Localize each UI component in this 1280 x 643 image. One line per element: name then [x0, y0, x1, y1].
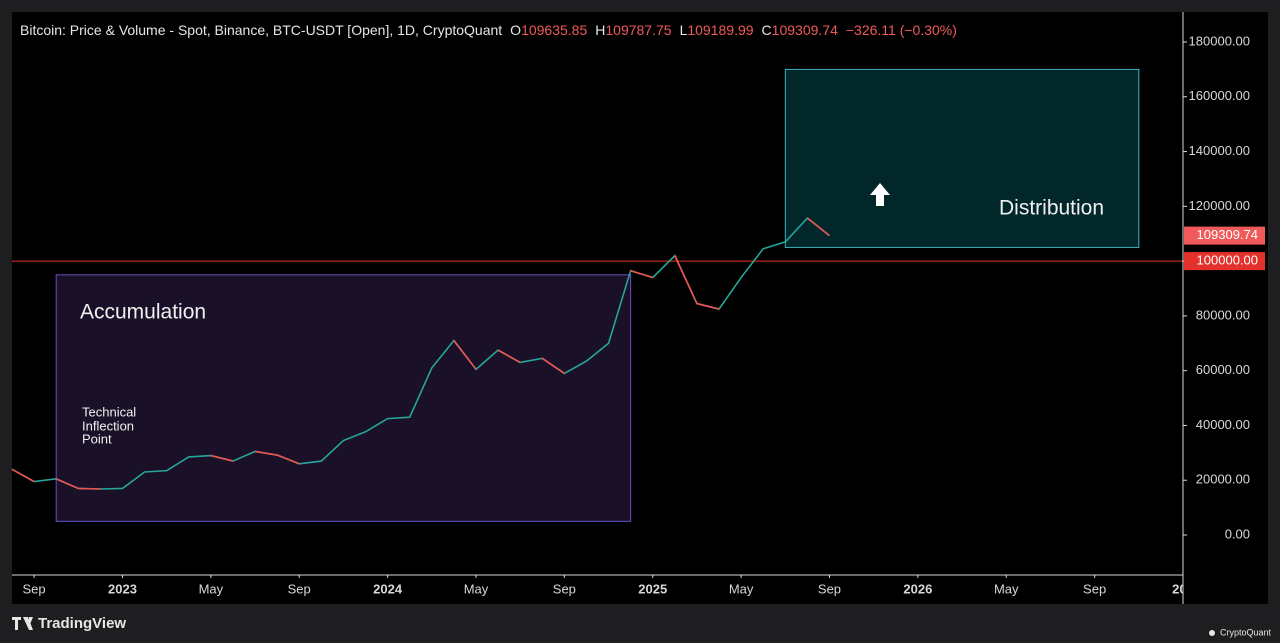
- brand: TradingView: [38, 615, 126, 632]
- x-tick-label: Sep: [288, 581, 311, 596]
- high-value: 109787.75: [605, 22, 671, 38]
- y-tick-label: 140000.00: [1189, 143, 1250, 158]
- reference-label: 100000.00: [1197, 253, 1258, 268]
- down-segment: [806, 217, 830, 237]
- x-tick-label: 2025: [638, 581, 667, 596]
- tradingview-logo: [12, 617, 33, 630]
- y-tick-label: 120000.00: [1189, 198, 1250, 213]
- x-tick-label: Sep: [23, 581, 46, 596]
- cryptoquant-logo: [1209, 630, 1215, 636]
- open-value: 109635.85: [521, 22, 587, 38]
- x-tick-label: May: [464, 581, 489, 596]
- down-segment: [276, 454, 300, 465]
- x-tick-label: Sep: [818, 581, 841, 596]
- footer: [0, 604, 1280, 643]
- change-value: −326.11 (−0.30%): [846, 22, 957, 38]
- x-tick-label: Sep: [553, 581, 576, 596]
- close-value: 109309.74: [772, 22, 838, 38]
- x-tick-label: May: [199, 581, 224, 596]
- annotation: Inflection: [82, 418, 134, 433]
- down-segment: [541, 357, 565, 375]
- low-value: 109189.99: [687, 22, 753, 38]
- zone: [55, 274, 632, 522]
- last-price-label: 109309.74: [1197, 227, 1258, 242]
- y-tick-label: 160000.00: [1189, 88, 1250, 103]
- header: Bitcoin: Price & Volume - Spot, Binance,…: [20, 22, 957, 38]
- down-segment: [696, 302, 720, 310]
- up-arrow: [870, 183, 890, 206]
- down-segment: [254, 450, 278, 456]
- x-tick-label: May: [729, 581, 754, 596]
- y-tick-label: 180000.00: [1189, 33, 1250, 48]
- y-tick-label: 20000.00: [1196, 472, 1250, 487]
- zone-label: Distribution: [999, 197, 1104, 220]
- down-segment: [11, 468, 35, 483]
- x-tick-label: 2024: [373, 581, 403, 596]
- brand: CryptoQuant: [1220, 627, 1272, 637]
- zone: [784, 68, 1140, 248]
- x-tick-label: 2026: [903, 581, 932, 596]
- down-segment: [453, 340, 477, 370]
- reference-label-bg: [1184, 252, 1265, 271]
- down-segment: [55, 478, 79, 490]
- y-tick-label: 0.00: [1225, 526, 1250, 541]
- y-tick-label: 80000.00: [1196, 307, 1250, 322]
- down-segment: [497, 349, 521, 364]
- last-price-bg: [1184, 226, 1265, 245]
- zone-label: Accumulation: [80, 301, 206, 324]
- low-label: L: [680, 22, 688, 38]
- down-segment: [210, 454, 234, 462]
- x-tick-label: 202: [1172, 581, 1194, 596]
- high-label: H: [595, 22, 605, 38]
- open-label: O: [510, 22, 521, 38]
- x-tick-label: 2023: [108, 581, 137, 596]
- down-segment: [674, 255, 698, 304]
- down-segment: [78, 487, 101, 490]
- x-tick-label: May: [994, 581, 1019, 596]
- y-tick-label: 60000.00: [1196, 362, 1250, 377]
- annotation: Point: [82, 431, 112, 446]
- down-segment: [630, 269, 653, 279]
- x-tick-label: Sep: [1083, 581, 1106, 596]
- close-label: C: [762, 22, 772, 38]
- y-tick-label: 40000.00: [1196, 417, 1250, 432]
- chart-title: Bitcoin: Price & Volume - Spot, Binance,…: [20, 22, 502, 38]
- annotation: Technical: [82, 404, 136, 419]
